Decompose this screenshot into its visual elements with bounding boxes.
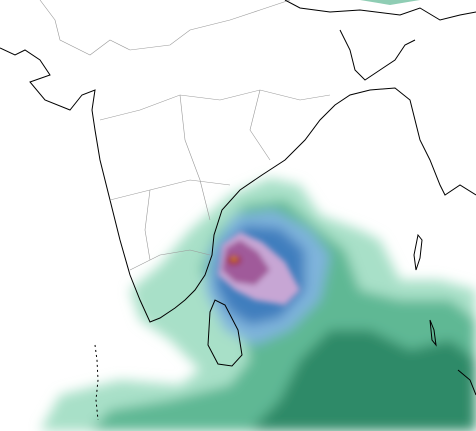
rain-purple	[222, 240, 270, 285]
sumatra-coast	[457, 369, 476, 396]
border	[129, 249, 211, 271]
rain-north	[360, 0, 420, 5]
border	[109, 179, 231, 201]
rain-heavy-green	[250, 330, 476, 431]
border	[99, 89, 331, 121]
andaman-islands	[413, 233, 423, 271]
northeast-border	[339, 29, 416, 81]
border	[39, 0, 291, 56]
borders	[39, 0, 476, 271]
nicobar-islands	[429, 319, 437, 347]
border	[144, 189, 151, 261]
coastlines	[0, 47, 476, 421]
maldives	[94, 344, 99, 421]
rain-peak	[231, 257, 237, 261]
sri-lanka-coast	[207, 299, 243, 367]
rainfall-core	[218, 232, 300, 305]
border	[179, 94, 211, 221]
northern-border	[284, 0, 476, 21]
border	[249, 89, 271, 161]
mainland-coast	[0, 47, 476, 323]
